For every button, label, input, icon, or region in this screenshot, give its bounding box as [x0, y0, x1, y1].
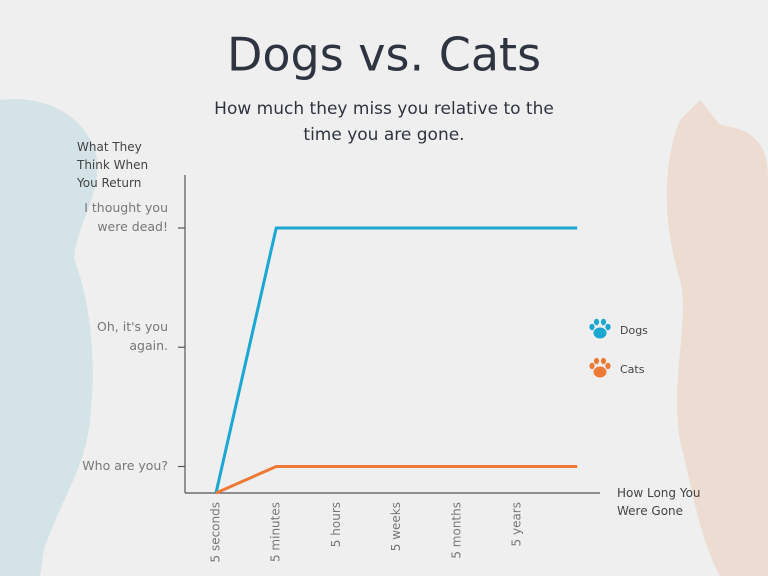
x-tick-label: 5 hours [329, 502, 343, 547]
x-tick-label: 5 minutes [269, 502, 283, 562]
paw-toe [600, 357, 607, 365]
paw-toe [605, 362, 611, 370]
paw-toe [593, 357, 600, 365]
cat-silhouette [666, 100, 768, 576]
paw-toe [593, 318, 600, 326]
paw-pad [593, 366, 607, 378]
background-art [0, 99, 768, 576]
legend-icon [589, 318, 611, 339]
chart-subtitle: How much they miss you relative to the t… [214, 99, 554, 145]
x-axis-title: How Long You Were Gone [617, 486, 701, 518]
paw-toe [600, 318, 607, 326]
y-tick-label: I thought you were dead! [84, 200, 168, 234]
legend-label: Dogs [620, 324, 648, 337]
paw-toe [589, 323, 595, 331]
data-line [215, 465, 578, 495]
paw-pad [593, 327, 607, 339]
legend-icon [589, 357, 611, 378]
x-tick-label: 5 years [510, 502, 524, 546]
paw-toe [589, 362, 595, 370]
y-tick-label: Oh, it's you again. [97, 319, 168, 354]
paw-toe [605, 323, 611, 331]
y-tick-label: Who are you? [82, 457, 168, 473]
x-tick-label: 5 weeks [389, 502, 403, 551]
legend-label: Cats [620, 363, 645, 376]
chart-title: Dogs vs. Cats [227, 28, 541, 82]
x-tick-label: 5 seconds [209, 502, 223, 563]
x-tick-label: 5 months [449, 502, 463, 559]
y-axis-title: What They Think When You Return [77, 140, 149, 190]
dog-silhouette-leg [0, 230, 93, 576]
data-line [214, 226, 578, 494]
